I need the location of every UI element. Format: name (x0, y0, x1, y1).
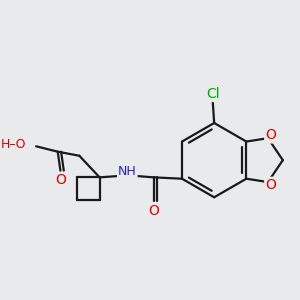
Text: H–O: H–O (1, 138, 27, 152)
Text: O: O (265, 178, 276, 192)
Text: O: O (265, 128, 276, 142)
Text: NH: NH (118, 165, 137, 178)
Text: Cl: Cl (206, 87, 220, 101)
Text: O: O (148, 204, 159, 218)
Text: O: O (55, 173, 66, 187)
